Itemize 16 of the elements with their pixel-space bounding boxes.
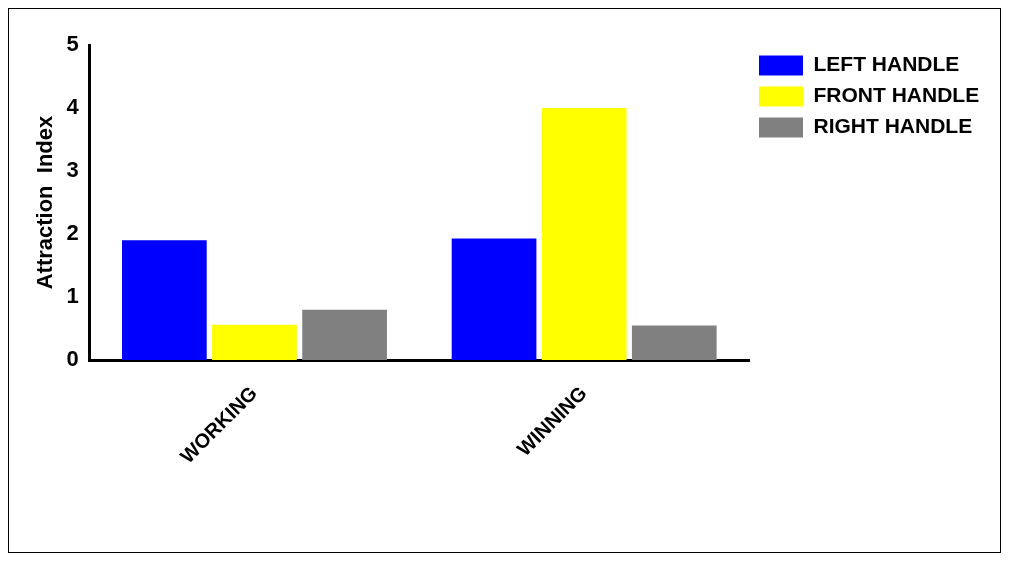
y-tick-label: 2	[66, 220, 79, 246]
y-tick-label: 1	[66, 283, 79, 309]
bar	[541, 108, 627, 361]
legend-label: LEFT HANDLE	[813, 52, 960, 76]
y-tick-label: 0	[66, 346, 79, 372]
legend-label: RIGHT HANDLE	[813, 114, 973, 138]
bar	[212, 324, 297, 361]
y-axis-title: Attraction Index	[32, 115, 58, 290]
bar	[631, 325, 717, 361]
bar	[122, 240, 207, 361]
y-tick-label: 4	[66, 94, 80, 120]
y-tick-label: 3	[66, 157, 79, 183]
bar	[302, 309, 387, 361]
bar	[451, 238, 537, 361]
legend-label: FRONT HANDLE	[813, 83, 980, 107]
y-tick-label: 5	[66, 31, 79, 57]
